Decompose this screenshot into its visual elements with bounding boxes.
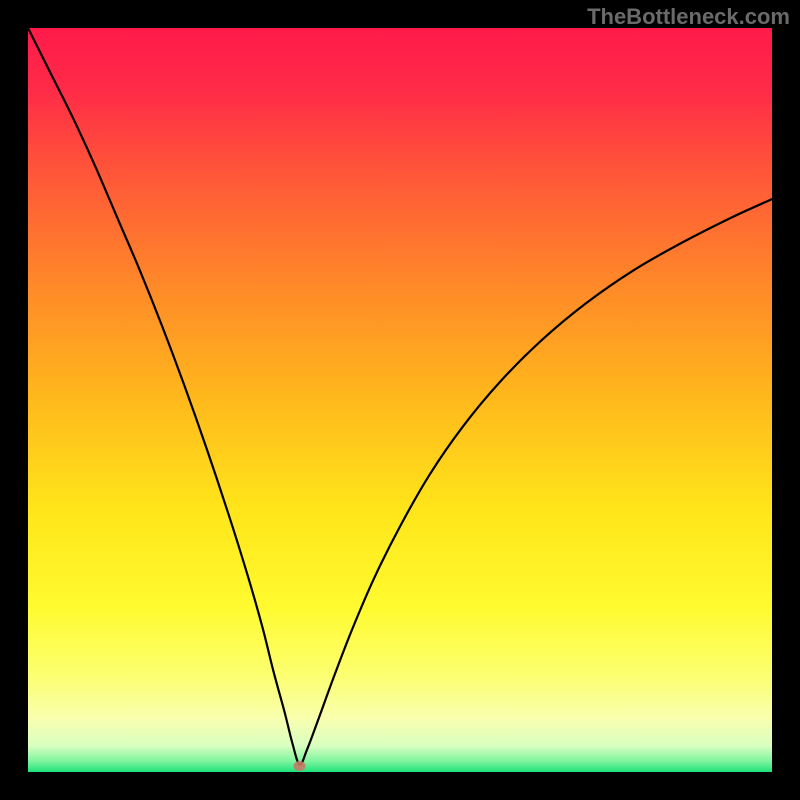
optimum-marker [294,761,306,771]
watermark-label: TheBottleneck.com [587,4,790,30]
chart-container: TheBottleneck.com [0,0,800,800]
plot-background [28,28,772,772]
bottleneck-chart [0,0,800,800]
